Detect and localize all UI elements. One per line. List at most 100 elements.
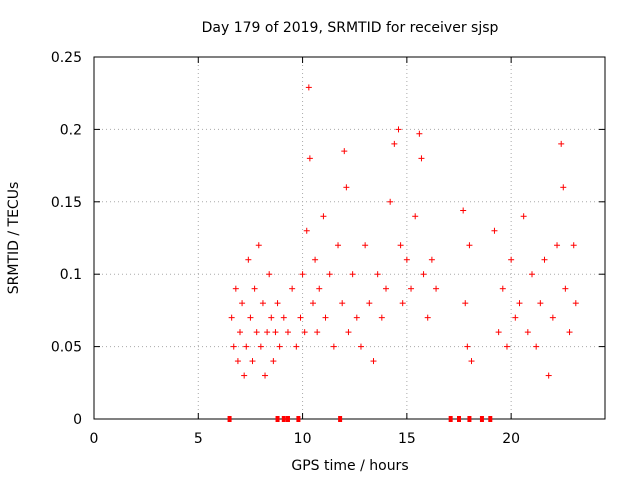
data-point (289, 285, 296, 292)
data-point (357, 343, 364, 350)
chart-title: Day 179 of 2019, SRMTID for receiver sjs… (202, 20, 499, 36)
data-point (297, 314, 304, 321)
x-tick-label: 10 (294, 431, 312, 447)
data-point (255, 242, 262, 249)
data-point (322, 314, 329, 321)
data-point (558, 140, 565, 147)
data-point (299, 271, 306, 278)
data-point (268, 314, 275, 321)
data-point (301, 329, 308, 336)
data-point (549, 314, 556, 321)
baseline-point (479, 416, 484, 422)
data-point (428, 256, 435, 263)
data-point (508, 256, 515, 263)
data-point (312, 256, 319, 263)
data-point (462, 300, 469, 307)
data-point (366, 300, 373, 307)
data-point (284, 329, 291, 336)
y-tick-label: 0 (73, 412, 82, 428)
data-point (537, 300, 544, 307)
data-point (341, 148, 348, 155)
baseline-point (457, 416, 461, 422)
data-point (259, 300, 266, 307)
data-point (468, 358, 475, 365)
baseline-point (338, 416, 343, 422)
baseline-point (285, 416, 290, 422)
grid-lines (94, 57, 605, 419)
baseline-point (467, 416, 472, 422)
data-point (554, 242, 561, 249)
data-point (228, 314, 235, 321)
y-tick-label: 0.1 (60, 267, 82, 283)
y-axis-label: SRMTID / TECUs (6, 182, 22, 295)
x-axis-label: GPS time / hours (291, 458, 408, 474)
data-point (349, 271, 356, 278)
data-point (466, 242, 473, 249)
data-point (247, 314, 254, 321)
data-point (253, 329, 260, 336)
data-point (387, 198, 394, 205)
data-point (245, 256, 252, 263)
data-point (239, 300, 246, 307)
data-point (310, 300, 316, 307)
data-point (316, 285, 323, 292)
data-point (495, 329, 502, 336)
x-tick-label: 0 (90, 431, 99, 447)
data-point (541, 256, 548, 263)
data-point (339, 300, 346, 307)
data-point (266, 271, 273, 278)
data-point (397, 242, 404, 249)
data-point (408, 285, 415, 292)
data-point (420, 271, 427, 278)
data-point (424, 314, 431, 321)
data-point (529, 271, 535, 278)
y-tick-label: 0.2 (60, 122, 82, 138)
x-tick-label: 20 (502, 431, 520, 447)
data-point (353, 314, 360, 321)
baseline-point (448, 416, 453, 422)
data-point (412, 213, 419, 220)
data-point (460, 207, 467, 214)
data-point (572, 300, 579, 307)
data-point (320, 213, 327, 220)
data-point (416, 130, 423, 137)
data-point (330, 343, 337, 350)
x-tick-label: 15 (398, 431, 416, 447)
data-point (251, 285, 258, 292)
data-point (503, 343, 510, 350)
data-point (545, 372, 552, 379)
data-point (570, 242, 577, 249)
axis-ticks (93, 56, 605, 420)
data-point (520, 213, 527, 220)
data-point (264, 329, 271, 336)
data-point (249, 358, 256, 365)
baseline-point (281, 416, 286, 422)
data-point (237, 329, 243, 336)
data-point (399, 300, 406, 307)
data-point (280, 314, 287, 321)
data-point (262, 372, 269, 379)
baseline-point (227, 416, 232, 422)
data-point (370, 358, 377, 365)
data-point (516, 300, 523, 307)
data-point (433, 285, 440, 292)
data-point (383, 285, 389, 292)
y-tick-label: 0.25 (51, 50, 82, 66)
data-point (464, 343, 471, 350)
data-point (243, 343, 250, 350)
data-point (270, 358, 277, 365)
data-point (234, 358, 241, 365)
plot-frame (93, 56, 606, 420)
data-point (524, 329, 531, 336)
baseline-point (275, 416, 280, 422)
data-point (378, 314, 385, 321)
tick-labels: 0 5 10 15 20 0 0.05 0.1 0.15 0.2 0.25 (51, 50, 520, 447)
data-point (512, 314, 519, 321)
data-point (232, 285, 239, 292)
data-point (362, 242, 369, 249)
data-point (305, 84, 312, 91)
data-point (326, 271, 333, 278)
data-point (403, 256, 410, 263)
y-tick-label: 0.15 (51, 195, 82, 211)
